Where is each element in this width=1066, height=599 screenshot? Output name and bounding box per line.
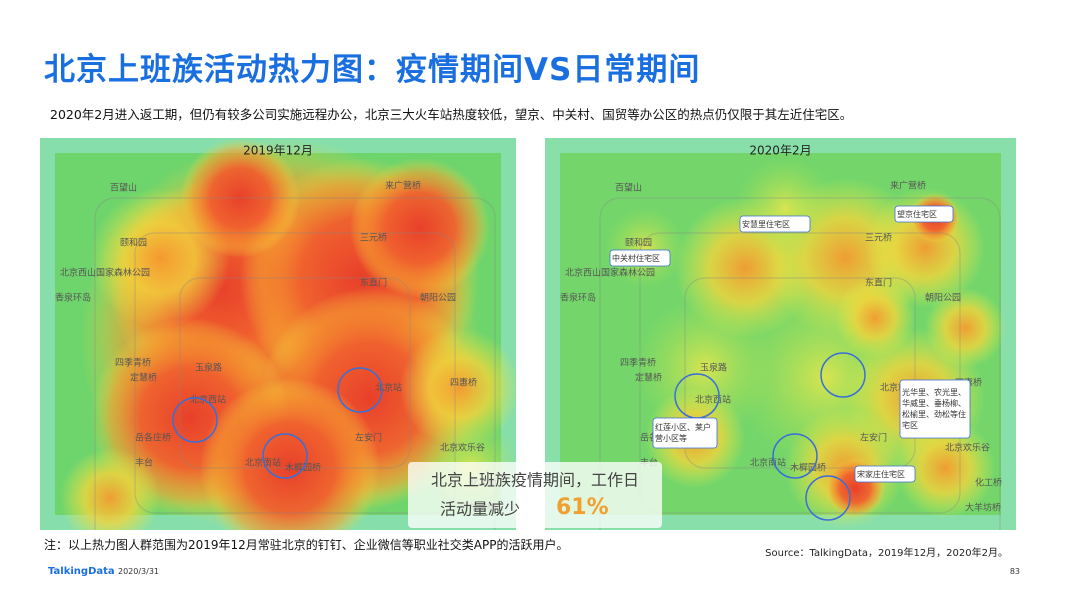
heat-blob — [835, 278, 915, 358]
title: 北京上班族活动热力图：疫情期间VS日常期间 — [44, 52, 701, 88]
callout-text: 安慧里住宅区 — [742, 219, 790, 229]
focus-circle — [337, 367, 383, 413]
ring-road — [179, 277, 411, 469]
map-label: 四惠桥 — [450, 377, 477, 389]
focus-circle — [262, 433, 308, 479]
subtitle: 2020年2月进入返工期，但仍有较多公司实施远程办公，北京三大火车站热度较低，望… — [50, 107, 853, 122]
date: 2020/3/31 — [118, 567, 160, 576]
map-label: 左安门 — [860, 432, 887, 444]
map-label: 香泉环岛 — [560, 292, 596, 304]
source: Source：TalkingData，2019年12月，2020年2月。 — [765, 548, 1008, 559]
map-label: 左安门 — [355, 432, 382, 444]
callout-text: 中关村住宅区 — [612, 253, 660, 263]
map-label: 北京西站 — [190, 394, 226, 406]
map-label: 化工桥 — [975, 477, 1002, 489]
callout-box — [894, 205, 954, 223]
callout: 光华里、农光里、华威里、垂杨柳、松榆里、劲松等住宅区 — [902, 388, 966, 430]
map-label: 定慧桥 — [635, 372, 662, 384]
highlight-box — [408, 462, 662, 528]
callout-text: 望京住宅区 — [897, 209, 937, 219]
map-label: 四季青桥 — [620, 357, 656, 369]
map-label: 东直门 — [360, 277, 387, 289]
map-label: 丰台 — [135, 457, 153, 469]
page-number: 83 — [1009, 567, 1020, 576]
map-label: 三元桥 — [360, 232, 387, 244]
ring-road — [639, 232, 961, 514]
callout-box — [609, 249, 671, 267]
map-label: 颐和园 — [625, 238, 652, 249]
note: 注：以上热力图人群范围为2019年12月常驻北京的钉钉、企业微信等职业社交类AP… — [44, 538, 569, 552]
map-period: 2019年12月 — [243, 144, 313, 158]
heatmap-2020: 百望山颐和园北京西山国家森林公园香泉环岛四季青桥定慧桥玉泉路北京西站岳各庄桥丰台… — [545, 138, 1016, 530]
callout: 红莲小区、莱户营小区等 — [655, 423, 711, 443]
map-label: 北京欢乐谷 — [945, 442, 990, 454]
map-label: 木樨园桥 — [790, 462, 826, 474]
highlight-figure: 61% — [556, 495, 609, 520]
callout: 中关村住宅区 — [612, 253, 660, 263]
map-label: 定慧桥 — [130, 372, 157, 384]
map-label: 朝阳公园 — [925, 293, 961, 304]
callout: 望京住宅区 — [897, 209, 937, 219]
callout-text: 光华里、农光里、华威里、垂杨柳、松榆里、劲松等住宅区 — [902, 388, 966, 430]
focus-circle — [805, 475, 851, 521]
map-label: 朝阳公园 — [420, 293, 456, 304]
map-label: 颐和园 — [120, 238, 147, 249]
map-label: 来广营桥 — [385, 180, 421, 192]
heat-blob — [400, 328, 516, 448]
map-label: 北京西站 — [695, 394, 731, 406]
ring-road — [134, 232, 456, 514]
callout-box — [854, 465, 916, 483]
map-label: 大羊坊桥 — [965, 502, 1001, 514]
map-label: 北京欢乐谷 — [440, 442, 485, 454]
map-label: 香泉环岛 — [55, 292, 91, 304]
focus-circle — [820, 352, 866, 398]
callout-text: 宋家庄住宅区 — [857, 469, 905, 479]
callout-box — [899, 379, 971, 439]
map-label: 四季青桥 — [115, 357, 151, 369]
heat-blob — [605, 208, 685, 288]
heat-blob — [895, 418, 995, 518]
map-label: 三元桥 — [865, 232, 892, 244]
heat-blob — [735, 158, 835, 258]
heat-blob — [350, 158, 490, 298]
map-label: 北京西山国家森林公园 — [565, 267, 655, 279]
focus-circle — [772, 433, 818, 479]
map-label: 北京西山国家森林公园 — [60, 267, 150, 279]
map-label: 百望山 — [615, 182, 642, 194]
callout-box — [739, 215, 811, 233]
map-label: 岳各庄桥 — [135, 432, 171, 444]
heat-blob — [200, 378, 380, 530]
logo: TalkingData — [48, 566, 115, 577]
map-label: 北京南站 — [750, 457, 786, 469]
heat-blob — [180, 138, 300, 258]
focus-circle — [172, 397, 218, 443]
map-label: 玉泉路 — [195, 362, 222, 374]
ring-road — [684, 277, 916, 469]
heat-blob — [60, 448, 160, 530]
highlight-line1: 北京上班族疫情期间，工作日 — [431, 471, 639, 490]
map-label: 百望山 — [110, 182, 137, 194]
map-label: 玉泉路 — [700, 362, 727, 374]
callout-box — [652, 417, 718, 449]
callout-text: 红莲小区、莱户营小区等 — [655, 423, 711, 443]
map-period: 2020年2月 — [749, 144, 811, 158]
ring-road — [599, 197, 1001, 530]
heat-blob — [925, 288, 1005, 368]
map-label: 北京站 — [375, 382, 402, 394]
callout: 安慧里住宅区 — [742, 219, 790, 229]
map-label: 北京南站 — [245, 457, 281, 469]
map-label: 东直门 — [865, 277, 892, 289]
callout: 宋家庄住宅区 — [857, 469, 905, 479]
highlight-line2: 活动量减少 — [440, 500, 520, 519]
ring-road — [94, 197, 496, 530]
map-label: 来广营桥 — [890, 180, 926, 192]
